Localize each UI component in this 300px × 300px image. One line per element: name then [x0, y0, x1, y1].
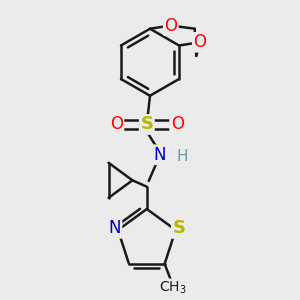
Text: O: O: [193, 33, 206, 51]
Text: O: O: [110, 116, 123, 134]
Text: CH$_3$: CH$_3$: [159, 280, 186, 296]
Text: S: S: [140, 116, 153, 134]
Text: N: N: [153, 146, 166, 164]
Text: N: N: [109, 219, 121, 237]
Text: S: S: [172, 219, 185, 237]
Text: H: H: [176, 149, 188, 164]
Text: O: O: [164, 16, 177, 34]
Text: O: O: [171, 116, 184, 134]
